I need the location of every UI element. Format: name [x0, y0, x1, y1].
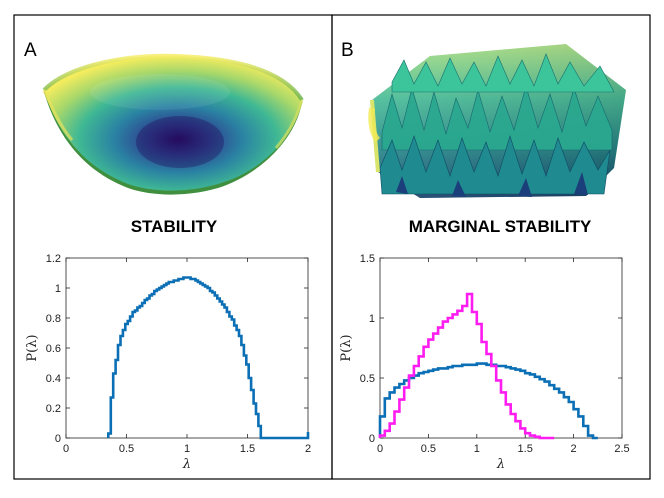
panel-b-title: MARGINAL STABILITY [409, 217, 592, 236]
panel-b-letter: B [341, 40, 354, 61]
chart-a-xtick-label: 0.5 [119, 443, 134, 455]
panel-a-title: STABILITY [131, 217, 218, 236]
panel-b-frame [331, 14, 651, 480]
chart-b-ytick-label: 1.5 [360, 253, 375, 265]
chart-b-xtick-label: 0.5 [421, 443, 436, 455]
chart-b-ytick-label: 1 [369, 313, 375, 325]
chart-a-ytick-label: 1 [55, 283, 61, 295]
chart-b: 0 0.5 1 1.5 2 2.5 0 0.5 1 1.5 λ P(λ) [339, 253, 630, 472]
chart-b-xlabel: λ [496, 457, 505, 472]
chart-a-xtick-label: 1 [184, 443, 190, 455]
chart-a-series-stable [107, 276, 310, 440]
chart-b-ylabel: P(λ) [339, 334, 354, 361]
chart-a-ytick-label: 0.4 [46, 373, 61, 385]
chart-b-ytick-label: 0.5 [360, 373, 375, 385]
chart-b-xtick-label: 0 [377, 443, 383, 455]
chart-a-ytick-label: 1.2 [46, 253, 61, 265]
panel-a-letter: A [24, 40, 37, 61]
marginal-stability-landscape-illustration [368, 44, 626, 198]
chart-b-axes-box [379, 257, 623, 439]
chart-a-axes-box [65, 257, 309, 439]
chart-b-xtick-label: 2.5 [614, 443, 629, 455]
chart-a-ytick-label: 0.8 [46, 313, 61, 325]
chart-b-ytick-label: 0 [369, 433, 375, 445]
chart-a: 0 0.5 1 1.5 2 0 0.2 0.4 0.6 0.8 1 1.2 λ P(λ) [25, 253, 311, 472]
stability-bowl-illustration [42, 53, 304, 195]
chart-a-xtick-label: 1.5 [240, 443, 255, 455]
chart-a-xlabel: λ [182, 457, 191, 472]
chart-b-xtick-label: 1 [474, 443, 480, 455]
chart-b-series-magenta [378, 292, 555, 440]
chart-a-xtick-label: 0 [63, 443, 69, 455]
chart-a-ytick-label: 0.6 [46, 343, 61, 355]
chart-a-ytick-label: 0.2 [46, 403, 61, 415]
chart-a-ytick-label: 0 [55, 433, 61, 445]
chart-a-ylabel: P(λ) [25, 334, 40, 361]
chart-a-xtick-label: 2 [305, 443, 311, 455]
chart-b-xtick-label: 2 [571, 443, 577, 455]
chart-b-xtick-label: 1.5 [518, 443, 533, 455]
